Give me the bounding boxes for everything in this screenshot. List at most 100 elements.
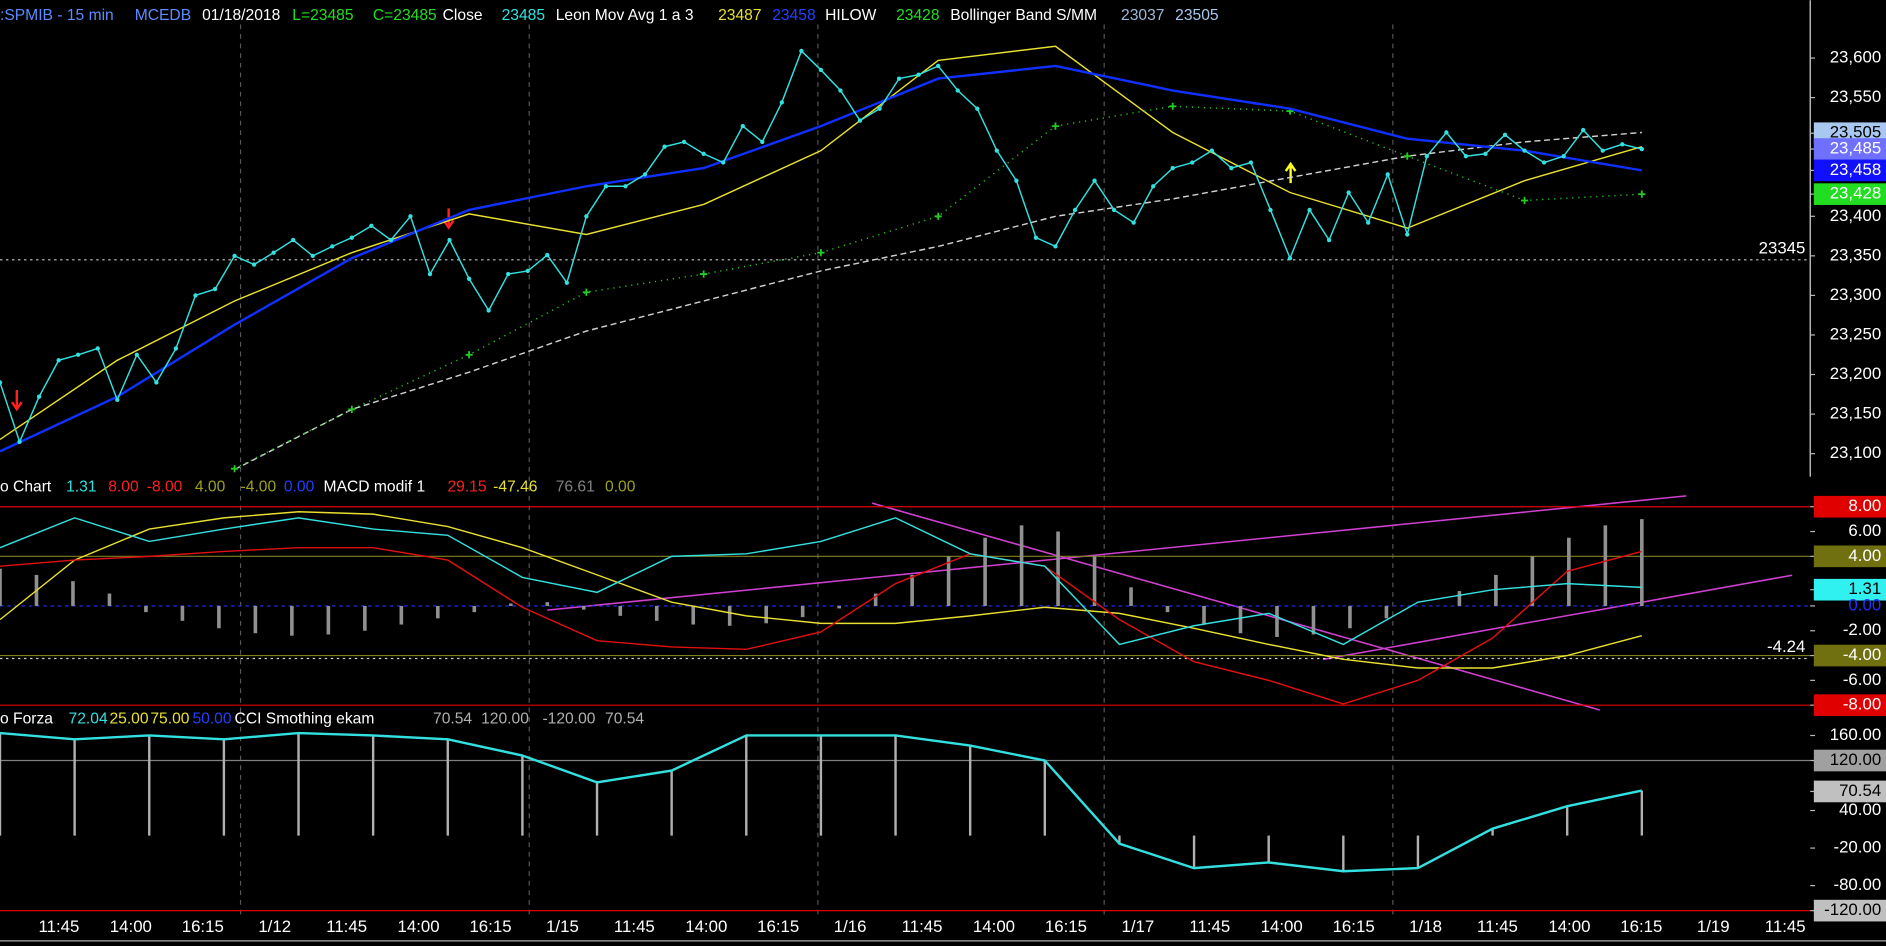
hilow-point — [1403, 152, 1411, 160]
close-point — [388, 237, 394, 243]
tick-box — [1813, 183, 1886, 205]
close-point — [721, 160, 726, 165]
trendline — [547, 495, 1687, 611]
close-point — [134, 352, 139, 357]
close-point — [291, 237, 296, 243]
close-point — [56, 358, 61, 363]
legend-item: o Chart — [0, 479, 52, 496]
close-point — [1366, 220, 1371, 225]
legend-item: -8.00 — [147, 479, 183, 496]
close-point — [779, 100, 784, 105]
close-point — [681, 139, 687, 145]
y-tick-label: -8.00 — [1843, 695, 1881, 714]
x-tick-label: 16:15 — [1333, 917, 1375, 936]
x-tick-label: 14:00 — [1261, 917, 1303, 936]
close-point — [564, 280, 569, 285]
legend-item: C=23485 — [373, 7, 437, 24]
close-point — [1424, 154, 1429, 159]
y-tick-label: 4.00 — [1848, 546, 1881, 565]
y-tick-label: 23,200 — [1830, 364, 1881, 383]
y-tick-label: -20.00 — [1833, 838, 1881, 857]
y-tick-label: -80.00 — [1833, 875, 1881, 894]
x-tick-label: 16:15 — [1620, 917, 1662, 936]
y-tick-label: 23,150 — [1830, 404, 1881, 423]
x-tick-label: 1/17 — [1121, 917, 1154, 936]
tick-box — [1813, 644, 1886, 667]
close-point — [466, 276, 472, 281]
reference-label: 23345 — [1759, 238, 1806, 257]
tick-box — [1813, 495, 1886, 518]
close-point — [603, 184, 609, 189]
hilow-point — [465, 351, 473, 359]
close-point — [1561, 154, 1566, 159]
tick-box — [1813, 545, 1886, 568]
legend-item: 50.00 — [192, 711, 231, 728]
plot: :SPMIB - 15 min MCEDB 01/18/2018 L=23485 C=2… — [0, 7, 1886, 936]
close-point — [1209, 148, 1214, 153]
close-point — [623, 184, 628, 189]
y-tick-label: 23,505 — [1830, 123, 1881, 142]
y-tick-label: 23,250 — [1830, 324, 1881, 343]
series-line — [0, 511, 1643, 669]
close-point — [1600, 148, 1605, 153]
x-tick-label: 16:15 — [1045, 917, 1087, 936]
close-point — [1248, 160, 1254, 165]
x-tick-label: 14:00 — [110, 917, 152, 936]
x-tick-label: 14:00 — [1548, 917, 1590, 936]
close-point — [642, 172, 648, 177]
tick-box — [1813, 780, 1886, 803]
legend-item: 29.15 — [447, 479, 486, 496]
close-point — [1131, 220, 1136, 225]
close-point — [838, 88, 843, 93]
y-tick-label: 23,550 — [1830, 87, 1881, 106]
close-point — [975, 106, 980, 111]
y-tick-label: 120.00 — [1830, 750, 1881, 769]
close-point — [1033, 235, 1039, 240]
close-point — [408, 214, 413, 219]
legend-item: 1.31 — [66, 479, 96, 496]
y-tick-label: 23,100 — [1830, 443, 1881, 462]
series-line — [234, 131, 1642, 471]
tick-box — [1813, 749, 1886, 772]
y-tick-label: -120.00 — [1824, 900, 1881, 919]
close-point — [1483, 151, 1488, 156]
y-tick-label: 23,600 — [1830, 48, 1881, 67]
legend-item: 23458 — [772, 7, 816, 24]
x-tick-label: 1/12 — [258, 917, 291, 936]
close-point — [1405, 232, 1410, 237]
legend-item: 72.04 — [69, 711, 108, 728]
close-point — [1287, 256, 1293, 261]
y-tick-label: 6.00 — [1848, 521, 1881, 540]
close-point — [17, 439, 22, 444]
hilow-point — [934, 212, 942, 220]
close-point — [994, 148, 999, 153]
tick-box — [1813, 578, 1886, 601]
x-tick-label: 16:15 — [469, 917, 511, 936]
close-point — [95, 346, 100, 351]
close-point — [1307, 207, 1312, 213]
legend-item: 23428 — [896, 7, 940, 24]
legend-item: -47.46 — [493, 479, 537, 496]
close-point — [1014, 178, 1019, 183]
tick-box — [1813, 694, 1886, 716]
close-point — [349, 235, 354, 240]
legend-item: 120.00 — [481, 711, 529, 728]
legend-item: L=23485 — [292, 7, 354, 24]
x-tick-label: 1/15 — [546, 917, 579, 936]
close-point — [1053, 244, 1058, 249]
x-tick-label: 1/16 — [834, 917, 867, 936]
legend-item: 76.61 — [556, 479, 595, 496]
close-point — [1190, 160, 1195, 165]
y-tick-label: -4.00 — [1843, 645, 1881, 664]
close-point — [1072, 207, 1078, 213]
close-point — [1444, 130, 1449, 135]
y-tick-label: 23,350 — [1830, 245, 1881, 264]
close-point — [310, 253, 315, 259]
close-point — [251, 262, 257, 267]
series-line — [0, 731, 1643, 873]
legend-item: o Forza — [0, 711, 53, 728]
close-point — [740, 123, 745, 129]
x-tick-label: 11:45 — [1477, 917, 1518, 936]
x-tick-label: 16:15 — [182, 917, 224, 936]
close-point — [427, 271, 433, 277]
